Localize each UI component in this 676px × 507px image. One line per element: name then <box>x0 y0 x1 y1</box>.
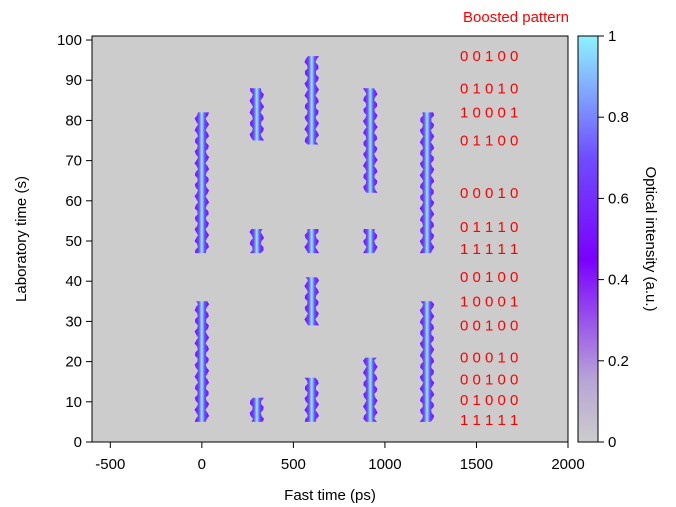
y-tick-label: 10 <box>65 394 82 411</box>
intensity-streak <box>194 112 210 254</box>
pattern-row: 0 0 0 1 0 <box>460 350 518 367</box>
intensity-streak <box>363 357 378 422</box>
pattern-row: 1 0 0 0 1 <box>460 104 518 121</box>
x-tick-label: 1000 <box>368 456 401 473</box>
x-tick-label: 2000 <box>551 456 584 473</box>
intensity-streak <box>363 229 378 254</box>
intensity-streak <box>304 56 319 145</box>
plot-area <box>91 35 569 443</box>
pattern-row: 0 0 1 0 0 <box>460 269 518 286</box>
intensity-streak <box>419 112 435 254</box>
intensity-streak <box>363 88 378 193</box>
y-tick-label: 90 <box>65 72 82 89</box>
colorbar-tick-label: 0.2 <box>608 353 629 370</box>
y-tick-label: 40 <box>65 273 82 290</box>
pattern-row: 1 1 1 1 1 <box>460 412 518 429</box>
pattern-row: 1 1 1 1 1 <box>460 241 518 258</box>
y-tick-label: 0 <box>74 434 82 451</box>
intensity-streak <box>304 377 319 422</box>
colorbar-axis: 0 0.2 0.4 0.6 0.8 1 <box>598 28 629 451</box>
y-tick-label: 60 <box>65 193 82 210</box>
pattern-row: 0 0 1 0 0 <box>460 372 518 389</box>
pattern-layer: 0 0 1 0 0 0 1 0 1 0 1 0 0 0 1 0 1 1 0 0 0 0 … <box>460 48 518 429</box>
pattern-title: Boosted pattern <box>463 9 569 26</box>
y-axis: 0 10 20 30 40 50 60 70 80 90 100 <box>57 32 92 451</box>
colorbar-tick-label: 0.6 <box>608 190 629 207</box>
colorbar-tick-label: 1 <box>608 28 616 45</box>
pattern-row: 0 0 1 0 0 <box>460 317 518 334</box>
x-axis-label: Fast time (ps) <box>284 487 376 504</box>
pattern-row: 0 1 1 1 0 <box>460 219 518 236</box>
y-tick-label: 100 <box>57 32 82 49</box>
y-tick-label: 30 <box>65 313 82 330</box>
x-axis: -500 0 500 1000 1500 2000 <box>95 442 585 473</box>
colorbar-label: Optical intensity (a.u.) <box>642 166 659 311</box>
pattern-row: 1 0 0 0 1 <box>460 293 518 310</box>
intensity-streak <box>194 301 210 422</box>
colorbar-tick-label: 0.4 <box>608 272 629 289</box>
pattern-row: 0 0 0 1 0 <box>460 185 518 202</box>
y-tick-label: 70 <box>65 153 82 170</box>
x-tick-label: 500 <box>281 456 306 473</box>
x-tick-label: 0 <box>198 456 206 473</box>
pattern-row: 0 1 1 0 0 <box>460 133 518 150</box>
streak-layer <box>194 56 435 422</box>
x-tick-label: -500 <box>95 456 125 473</box>
colorbar <box>577 35 599 443</box>
intensity-streak <box>419 301 435 422</box>
intensity-streak <box>249 397 264 422</box>
colorbar-tick-label: 0 <box>608 434 616 451</box>
pattern-row: 0 1 0 0 0 <box>460 392 518 409</box>
y-tick-label: 20 <box>65 354 82 371</box>
colorbar-tick-label: 0.8 <box>608 109 629 126</box>
y-axis-label: Laboratory time (s) <box>13 176 30 302</box>
y-tick-label: 80 <box>65 112 82 129</box>
intensity-streak <box>304 277 319 326</box>
intensity-streak <box>304 229 319 254</box>
intensity-streak <box>249 88 265 141</box>
pattern-row: 0 0 1 0 0 <box>460 48 518 65</box>
x-tick-label: 1500 <box>460 456 493 473</box>
y-tick-label: 50 <box>65 233 82 250</box>
pattern-row: 0 1 0 1 0 <box>460 80 518 97</box>
intensity-streak <box>249 229 264 254</box>
